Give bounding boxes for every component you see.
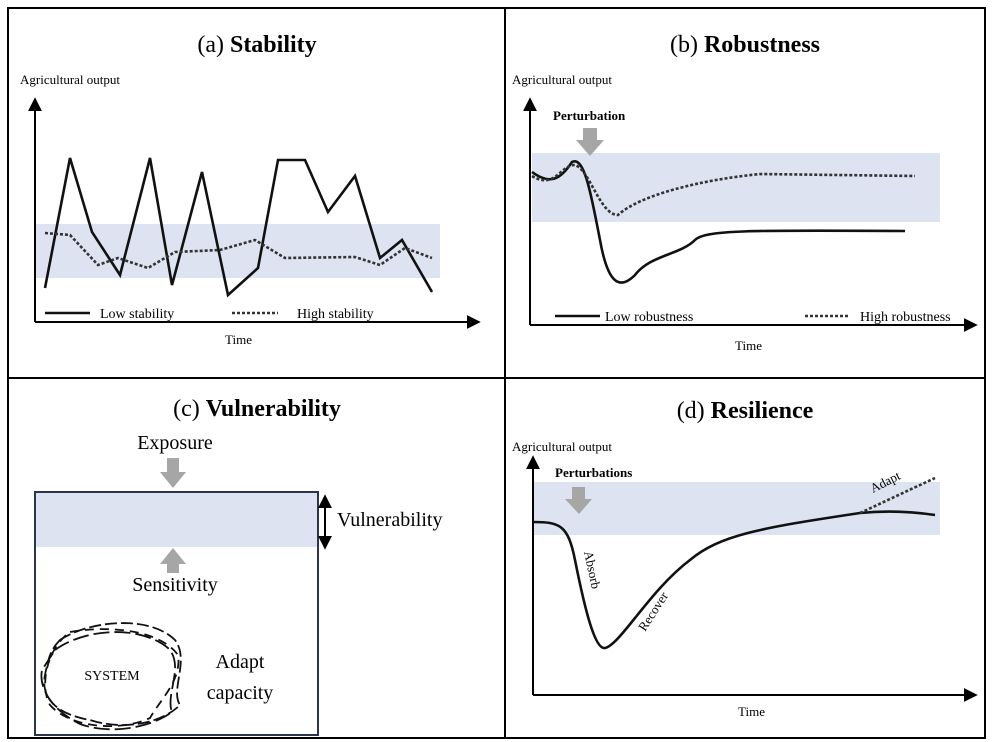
high-curve <box>44 231 433 270</box>
event-arrow <box>576 128 604 156</box>
panel-d: (d) Resilience Agricultural output Pertu… <box>512 398 978 719</box>
high-curve <box>531 163 916 217</box>
panel-title: (a) Stability <box>197 32 316 58</box>
event-label: Perturbation <box>553 108 626 123</box>
frame <box>7 7 986 739</box>
low-curve <box>531 160 906 284</box>
band <box>36 493 317 547</box>
legend-label: Low stability <box>100 307 174 322</box>
y-axis-label: Agricultural output <box>512 439 612 454</box>
sensitivity-label: Sensitivity <box>132 574 218 596</box>
event-arrow <box>565 487 592 514</box>
y-axis-label: Agricultural output <box>20 72 120 87</box>
panel-title: (c) Vulnerability <box>173 396 341 422</box>
adapt-curve <box>859 476 936 515</box>
panel-title: (d) Resilience <box>677 398 814 424</box>
y-axis-label: Agricultural output <box>512 72 612 87</box>
x-axis-label: Time <box>225 332 252 347</box>
vulnerability-label: Vulnerability <box>337 509 442 531</box>
band <box>35 224 440 278</box>
phase-label: Absorb <box>581 550 604 591</box>
x-axis-label: Time <box>735 338 762 353</box>
exposure-arrow <box>160 458 186 488</box>
x-axis-label: Time <box>738 704 765 719</box>
event-label: Perturbations <box>555 465 632 480</box>
panel-title: (b) Robustness <box>670 32 820 58</box>
system-box <box>34 491 319 736</box>
adapt-capacity: Adapt <box>216 651 265 673</box>
low-curve <box>43 157 434 298</box>
panel-a: (a) Stability Agricultural output Low st… <box>20 32 481 347</box>
exposure-label: Exposure <box>137 432 213 454</box>
system-label: SYSTEM <box>84 669 140 684</box>
sensitivity-arrow <box>160 548 186 573</box>
panel-c: (c) Vulnerability Exposure Vulnerability… <box>34 396 442 736</box>
band <box>532 153 940 222</box>
legend-label: High stability <box>297 307 374 322</box>
legend-label: Low robustness <box>605 310 693 325</box>
adapt-capacity: capacity <box>207 682 274 704</box>
panel-b: (b) Robustness Agricultural output Pertu… <box>512 32 978 353</box>
legend-label: High robustness <box>860 310 951 325</box>
system-blob <box>40 622 182 731</box>
